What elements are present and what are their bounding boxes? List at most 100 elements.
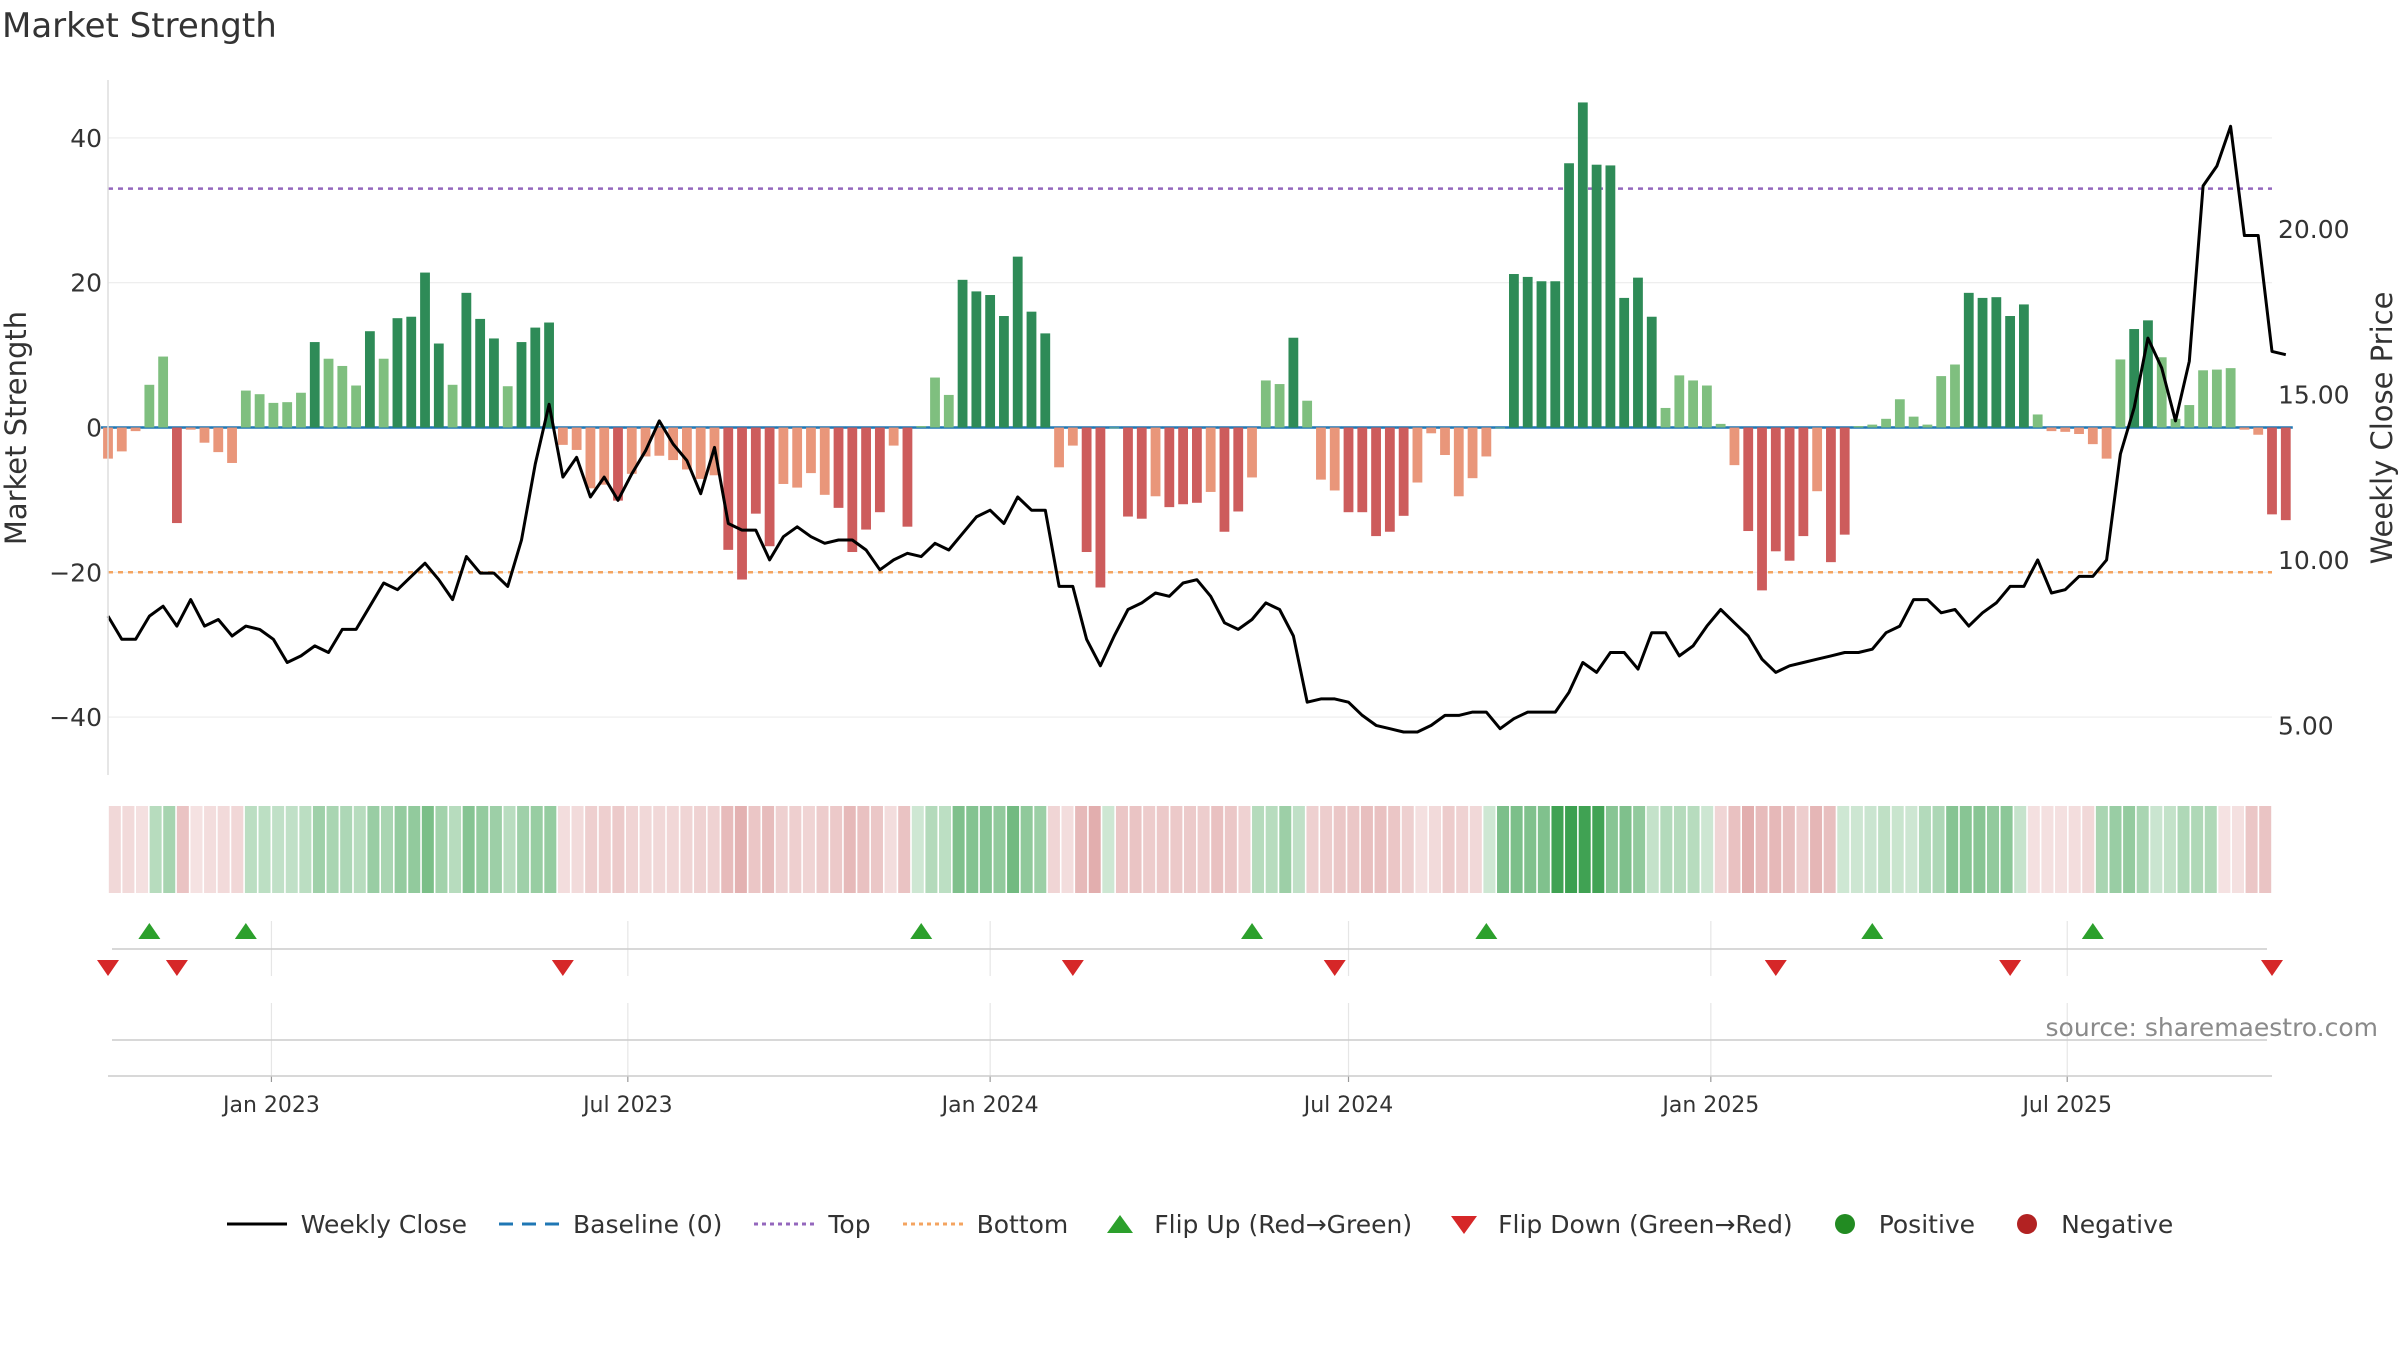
legend-label: Flip Down (Green→Red): [1498, 1209, 1793, 1239]
strength-bar: [847, 427, 858, 553]
strength-bar: [1577, 102, 1588, 428]
heat-cell: [748, 806, 761, 893]
strength-bar: [1398, 427, 1409, 516]
heat-cell: [2082, 806, 2095, 893]
heat-cell: [1156, 806, 1169, 893]
heat-cell: [979, 806, 992, 893]
heat-cell: [108, 806, 121, 893]
heat-cell: [204, 806, 217, 893]
strength-bar: [806, 427, 816, 474]
x-tick-label: Jul 2023: [581, 1093, 673, 1118]
strength-bar: [282, 402, 293, 428]
strength-bar: [1081, 427, 1092, 553]
heat-cell: [870, 806, 883, 893]
strength-bar: [1757, 427, 1767, 591]
heat-cell: [1837, 806, 1850, 893]
strength-bar: [364, 331, 375, 428]
x-tick-label: Jan 2023: [221, 1093, 320, 1118]
heat-cell: [1279, 806, 1292, 893]
strength-bar: [1357, 427, 1368, 513]
strength-bar: [640, 427, 651, 457]
strength-bars: [103, 102, 2291, 591]
heat-cell: [2095, 806, 2108, 893]
strength-bar: [1412, 427, 1423, 483]
heat-cell: [1537, 806, 1550, 893]
strength-bar: [571, 427, 582, 450]
heat-cell: [435, 806, 448, 893]
y2-axis-label: Weekly Close Price: [2365, 292, 2399, 565]
strength-bar: [447, 384, 458, 428]
heat-cell: [1129, 806, 1142, 893]
heat-cell: [843, 806, 856, 893]
heat-cell: [1673, 806, 1686, 893]
heat-cell: [136, 806, 149, 893]
heat-cell: [2055, 806, 2068, 893]
strength-bar: [682, 427, 692, 470]
triangle-down-icon: [1451, 1216, 1478, 1234]
heat-cell: [1510, 806, 1523, 893]
heat-cell: [925, 806, 938, 893]
heat-cell: [149, 806, 162, 893]
strength-bar: [1316, 427, 1326, 480]
strength-bar: [337, 365, 348, 428]
strength-bar: [323, 358, 334, 428]
y2-tick-label: 15.00: [2278, 380, 2350, 409]
y2-tick-label: 10.00: [2278, 546, 2350, 575]
heat-cell: [1333, 806, 1346, 893]
flip-up-marker: [910, 923, 933, 939]
heat-cell: [2231, 806, 2244, 893]
strength-bar: [695, 427, 706, 479]
heat-cell: [1905, 806, 1918, 893]
strength-bar: [1040, 333, 1051, 428]
heat-cell: [1633, 806, 1646, 893]
strength-bar: [2046, 427, 2057, 432]
heat-cell: [802, 806, 815, 893]
strength-bar: [1660, 407, 1671, 428]
strength-bar: [1054, 427, 1064, 468]
heat-cell: [1878, 806, 1891, 893]
strength-bar: [2115, 359, 2126, 428]
strength-bar: [1605, 165, 1616, 428]
strength-bar: [2253, 427, 2264, 435]
strength-bar: [1770, 427, 1781, 552]
heat-cell: [911, 806, 924, 893]
heat-cell: [2123, 806, 2136, 893]
heat-cell: [1306, 806, 1319, 893]
heat-cell: [517, 806, 530, 893]
strength-bar: [199, 427, 210, 443]
strength-bar: [613, 427, 623, 501]
strength-bar: [943, 394, 954, 428]
x-tick-label: Jul 2024: [1302, 1093, 1394, 1118]
heat-cell: [1415, 806, 1428, 893]
strength-bar: [723, 427, 734, 550]
strength-bar: [1564, 163, 1574, 428]
heat-cell: [421, 806, 434, 893]
strength-bar: [1164, 427, 1175, 508]
heat-cell: [1347, 806, 1360, 893]
strength-bar: [874, 427, 885, 513]
heat-cell: [1020, 806, 1033, 893]
strength-bar: [309, 342, 320, 428]
heat-cell: [1918, 806, 1931, 893]
strength-bar: [971, 291, 982, 428]
heat-cell: [1428, 806, 1441, 893]
source-note: source: sharemaestro.com: [2045, 1013, 2379, 1042]
strength-bar: [130, 427, 141, 432]
strength-bar: [1467, 427, 1478, 479]
strength-bar: [1894, 399, 1905, 428]
heat-cell: [639, 806, 652, 893]
strength-bar: [557, 427, 568, 445]
flip-down-marker: [1061, 960, 1084, 976]
strength-bar: [1853, 426, 1864, 428]
strength-bar: [502, 386, 513, 428]
heat-cell: [1850, 806, 1863, 893]
y-tick-label: 0: [86, 414, 102, 443]
strength-bar: [1178, 427, 1189, 505]
heat-cell: [530, 806, 543, 893]
heat-cell: [2014, 806, 2027, 893]
heat-cell: [1986, 806, 1999, 893]
strength-bar: [1715, 423, 1726, 428]
heat-cell: [1469, 806, 1482, 893]
strength-bar: [861, 427, 871, 530]
heat-cell: [340, 806, 353, 893]
